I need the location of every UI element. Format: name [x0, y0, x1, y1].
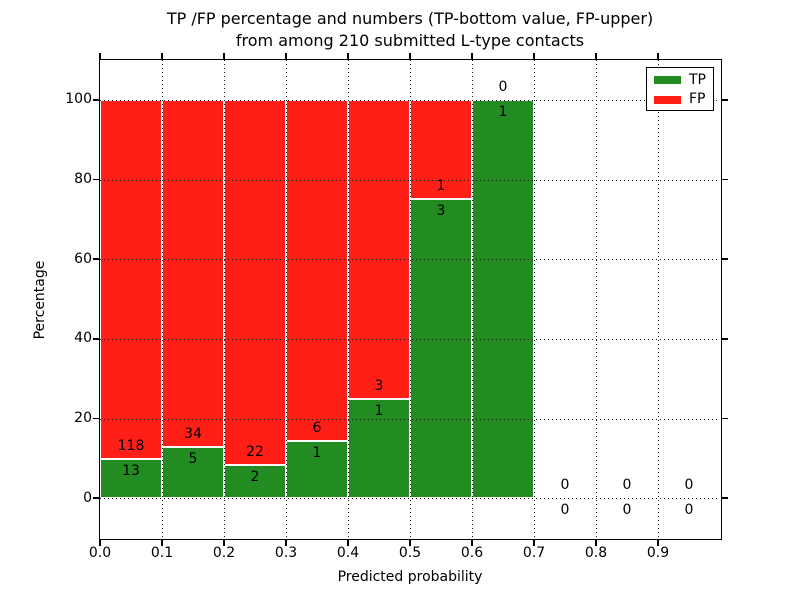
x-tick-mark-top [285, 52, 287, 59]
x-tick-label: 0.0 [88, 545, 112, 561]
x-tick-label: 0.1 [150, 545, 174, 561]
x-tick-mark [595, 539, 597, 546]
gridline-vertical [472, 60, 473, 538]
y-tick-label: 80 [74, 171, 92, 187]
fp-count-label: 118 [117, 437, 145, 454]
gridline-vertical [534, 60, 535, 538]
gridline-vertical [162, 60, 163, 538]
fp-legend-swatch [654, 95, 681, 104]
y-tick-label: 60 [74, 250, 92, 267]
y-tick-mark-right [721, 497, 728, 499]
x-tick-mark-top [409, 52, 411, 59]
gridline-vertical [658, 60, 659, 538]
y-tick-mark [92, 258, 99, 260]
y-tick-mark [92, 497, 99, 499]
x-tick-mark-top [533, 52, 535, 59]
chart-title: TP /FP percentage and numbers (TP-bottom… [166, 9, 654, 50]
x-tick-mark [223, 539, 225, 546]
x-tick-label: 0.3 [274, 545, 298, 561]
x-tick-mark [99, 539, 101, 546]
gridline-vertical [224, 60, 225, 538]
fp-bar-segment [100, 99, 162, 459]
fp-count-label: 6 [312, 420, 322, 437]
tp-legend-label: TP [689, 71, 706, 88]
tp-bar-segment [348, 398, 410, 499]
gridline-vertical [596, 60, 597, 538]
ticks-layer [92, 52, 728, 546]
tp-count-label: 2 [250, 468, 260, 485]
fp-count-label: 0 [622, 477, 632, 494]
y-tick-label: 20 [74, 410, 92, 426]
tp-count-label: 1 [498, 103, 508, 120]
fp-count-label: 34 [184, 426, 202, 443]
y-tick-mark-right [721, 338, 728, 340]
gridline-vertical [410, 60, 411, 538]
x-tick-label: 0.9 [646, 545, 670, 561]
y-tick-label: 100 [65, 91, 92, 108]
fp-legend-label: FP [689, 91, 706, 107]
fp-count-label: 0 [684, 477, 694, 494]
x-tick-mark [285, 539, 287, 546]
x-tick-label: 0.6 [460, 545, 484, 561]
fp-count-label: 3 [374, 377, 384, 394]
fp-bar-segment [410, 99, 472, 200]
x-tick-mark [533, 539, 535, 546]
plot-area: 118 13 34 5 22 2 6 1 3 1 1 3 0 1 0 0 0 0 0 0 TP FP [92, 52, 728, 546]
tp-legend-swatch [654, 76, 681, 84]
x-tick-label: 0.5 [398, 545, 422, 561]
x-tick-mark [471, 539, 473, 546]
y-tick-mark [92, 417, 99, 420]
y-tick-mark [92, 178, 99, 181]
tp-count-label: 1 [374, 402, 384, 419]
x-tick-label: 0.2 [212, 545, 236, 561]
x-tick-label: 0.8 [584, 545, 608, 561]
x-tick-label: 0.4 [336, 545, 360, 561]
x-tick-mark-top [471, 52, 473, 59]
y-tick-mark [92, 99, 99, 101]
tp-count-label: 13 [122, 462, 140, 479]
tp-count-label: 1 [312, 445, 322, 462]
x-tick-mark-top [161, 52, 163, 59]
tp-count-label: 0 [622, 502, 632, 519]
y-tick-mark-right [721, 417, 728, 420]
grid-layer [100, 60, 720, 538]
x-tick-mark-top [99, 52, 101, 59]
y-tick-mark [92, 338, 99, 340]
tp-count-label: 3 [436, 203, 446, 220]
x-tick-mark [347, 539, 349, 546]
x-tick-mark-top [595, 52, 597, 59]
fp-count-label: 1 [436, 178, 446, 195]
gridline-vertical [286, 60, 287, 538]
y-tick-mark-right [721, 258, 728, 260]
y-tick-mark-right [721, 178, 728, 181]
legend: TP FP [646, 67, 714, 111]
tp-bar-segment [162, 447, 224, 499]
tp-bar-segment [410, 199, 472, 499]
fp-count-label: 22 [246, 443, 264, 460]
x-tick-label: 0.7 [522, 545, 546, 561]
y-tick-mark-right [721, 99, 728, 101]
y-tick-label: 40 [74, 330, 92, 347]
tp-bar-segment [100, 458, 162, 499]
y-tick-label: 0 [83, 489, 92, 506]
x-tick-mark [409, 539, 411, 546]
tp-bar-segment [224, 464, 286, 499]
x-tick-mark [161, 539, 163, 546]
tp-bar-segment [286, 441, 348, 499]
fp-count-label: 0 [560, 477, 570, 494]
fp-count-label: 0 [498, 78, 508, 95]
x-tick-mark-top [347, 52, 349, 59]
x-tick-mark-top [657, 52, 659, 59]
x-tick-mark-top [223, 52, 225, 59]
tp-count-label: 0 [560, 502, 570, 519]
x-tick-mark [657, 539, 659, 546]
y-axis-label: Percentage [32, 260, 48, 340]
tp-count-label: 0 [684, 502, 694, 519]
x-axis-label: Predicted probability [337, 569, 483, 585]
tp-count-label: 5 [188, 451, 198, 468]
bar-count-labels: 118 13 34 5 22 2 6 1 3 1 1 3 0 1 0 0 0 0 0 0 [100, 60, 720, 538]
gridline-vertical [348, 60, 349, 538]
